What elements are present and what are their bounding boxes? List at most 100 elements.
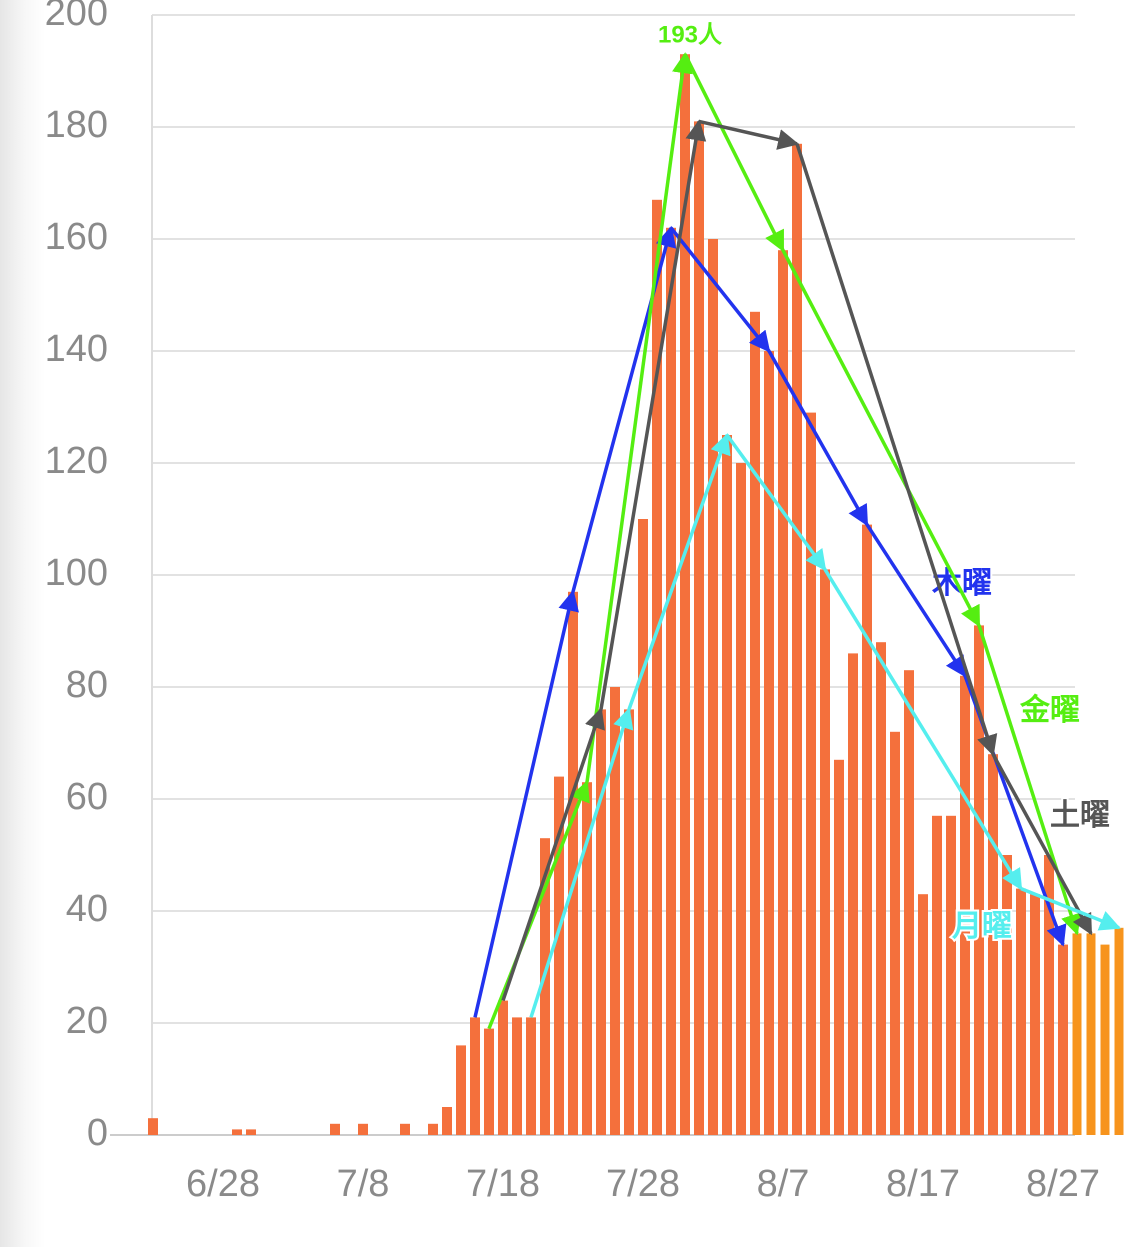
- bar: [1044, 855, 1054, 1135]
- bar: [442, 1107, 452, 1135]
- x-tick-label: 7/28: [606, 1163, 680, 1205]
- bar: [848, 653, 858, 1135]
- bar: [806, 412, 816, 1136]
- bar: [400, 1123, 410, 1135]
- bar: [904, 670, 914, 1135]
- trend-segment: [977, 624, 1082, 936]
- legend-label: 土曜: [1050, 799, 1110, 832]
- x-tick-label: 8/7: [757, 1163, 810, 1205]
- trend-segment: [1020, 886, 1121, 931]
- legend-label: 月曜: [952, 910, 1012, 943]
- x-tick-label: 8/17: [886, 1163, 960, 1205]
- bar: [638, 519, 648, 1135]
- trend-segment: [585, 52, 693, 783]
- bar: [1114, 927, 1124, 1135]
- trend-segment: [683, 53, 785, 253]
- trend-segment: [473, 589, 579, 1018]
- bar: [1100, 944, 1110, 1135]
- bar: [792, 143, 802, 1136]
- bar: [596, 709, 606, 1135]
- y-tick-label: 140: [45, 328, 108, 370]
- bar: [722, 435, 732, 1135]
- bar: [526, 1017, 536, 1135]
- bar: [890, 731, 900, 1135]
- x-tick-label: 7/8: [337, 1163, 390, 1205]
- y-tick-label: 100: [45, 552, 108, 594]
- bar: [512, 1017, 522, 1135]
- trend-segment: [725, 433, 827, 572]
- y-tick-label: 180: [45, 104, 108, 146]
- bar: [750, 311, 760, 1135]
- bar: [148, 1118, 158, 1135]
- y-tick-label: 160: [45, 216, 108, 258]
- y-tick-label: 40: [66, 888, 108, 930]
- trend-segment: [627, 433, 731, 710]
- bar: [624, 709, 634, 1135]
- bar: [652, 199, 662, 1136]
- bar: [778, 250, 788, 1135]
- bar: [736, 463, 746, 1135]
- bar: [932, 815, 942, 1135]
- legend-label: 木曜: [931, 567, 992, 600]
- bar: [834, 759, 844, 1135]
- bar: [1030, 894, 1040, 1135]
- bar: [764, 351, 774, 1135]
- trend-segment: [865, 523, 967, 678]
- y-tick-label: 20: [66, 1000, 108, 1042]
- trend-segment: [529, 707, 634, 1018]
- x-tick-label: 6/28: [186, 1163, 260, 1205]
- bar: [428, 1123, 438, 1135]
- bar: [330, 1123, 340, 1135]
- bar: [820, 569, 830, 1135]
- bar: [876, 642, 886, 1135]
- bar: [988, 754, 998, 1135]
- y-tick-label: 80: [66, 664, 108, 706]
- x-tick-label: 8/27: [1026, 1163, 1100, 1205]
- trend-segment: [795, 143, 998, 757]
- bar: [946, 815, 956, 1135]
- annotation: 193人: [658, 21, 722, 48]
- bar: [484, 1028, 494, 1135]
- bar: [470, 1017, 480, 1135]
- bar: [568, 591, 578, 1135]
- bar: [974, 625, 984, 1135]
- legend-label: 金曜: [1019, 693, 1080, 727]
- bar: [1072, 933, 1082, 1135]
- y-tick-label: 60: [66, 776, 108, 818]
- trend-segment: [669, 226, 771, 353]
- bar: [680, 54, 690, 1136]
- trend-segment: [991, 753, 1093, 936]
- bar: [960, 675, 970, 1135]
- trend-segment: [501, 707, 605, 1002]
- trend-segment: [781, 249, 981, 628]
- trend-segment: [823, 568, 1023, 891]
- bar: [862, 524, 872, 1135]
- x-tick-label: 7/18: [466, 1163, 540, 1205]
- y-tick-label: 0: [87, 1112, 108, 1154]
- bar: [232, 1129, 242, 1135]
- y-tick-label: 200: [45, 0, 108, 34]
- trend-segment: [698, 119, 800, 150]
- bar: [1086, 933, 1096, 1135]
- bar: [498, 1000, 508, 1135]
- bar: [246, 1129, 256, 1135]
- bar: [918, 894, 928, 1135]
- trend-segment: [767, 350, 869, 527]
- bar: [540, 838, 550, 1135]
- bar: [694, 121, 704, 1135]
- bar: [456, 1045, 466, 1135]
- bar: [666, 227, 676, 1136]
- bar: [358, 1123, 368, 1135]
- trend-segment: [487, 780, 590, 1030]
- bar: [1002, 855, 1012, 1135]
- trend-segment: [599, 119, 707, 710]
- y-tick-label: 120: [45, 440, 108, 482]
- bar: [1058, 944, 1068, 1135]
- bar: [1016, 888, 1026, 1135]
- bar: [554, 776, 564, 1135]
- bar: [582, 782, 592, 1135]
- bar: [708, 239, 718, 1135]
- bar: [610, 687, 620, 1135]
